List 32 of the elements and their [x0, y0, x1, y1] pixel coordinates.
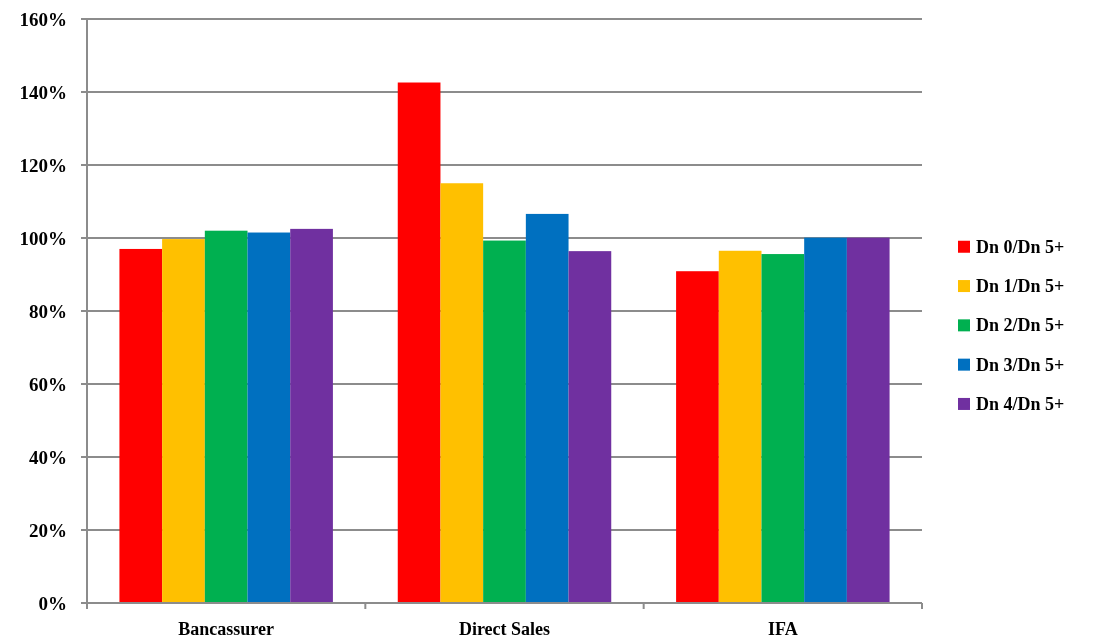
x-tick-label: Bancassurer: [178, 619, 275, 639]
bar: [204, 230, 248, 603]
bar: [761, 254, 805, 603]
legend-label: Dn 4/Dn 5+: [976, 393, 1065, 414]
y-tick-label: 140%: [19, 81, 67, 103]
bar: [397, 82, 441, 603]
bar: [440, 183, 484, 603]
y-tick-label: 60%: [29, 373, 67, 395]
bar: [119, 248, 163, 603]
bar: [676, 271, 719, 603]
bar: [846, 237, 890, 603]
y-tick-label: 120%: [19, 154, 67, 176]
legend-label: Dn 3/Dn 5+: [976, 354, 1065, 375]
legend-label: Dn 1/Dn 5+: [976, 276, 1065, 297]
y-tick-label: 160%: [19, 8, 67, 30]
y-tick-label: 40%: [29, 446, 67, 468]
bar: [525, 213, 569, 603]
bar: [568, 251, 612, 603]
y-tick-label: 0%: [38, 592, 67, 614]
bar: [718, 250, 762, 603]
bar: [162, 239, 205, 603]
bar: [247, 232, 291, 603]
y-tick-label: 80%: [29, 300, 67, 322]
x-tick-label: IFA: [768, 619, 798, 639]
y-tick-label: 20%: [29, 519, 67, 541]
bar: [290, 228, 333, 603]
bar: [804, 237, 847, 603]
x-tick-label: Direct Sales: [458, 619, 551, 639]
bar: [483, 240, 526, 603]
y-tick-label: 100%: [19, 227, 67, 249]
legend-label: Dn 0/Dn 5+: [976, 236, 1065, 257]
legend-label: Dn 2/Dn 5+: [976, 315, 1065, 336]
